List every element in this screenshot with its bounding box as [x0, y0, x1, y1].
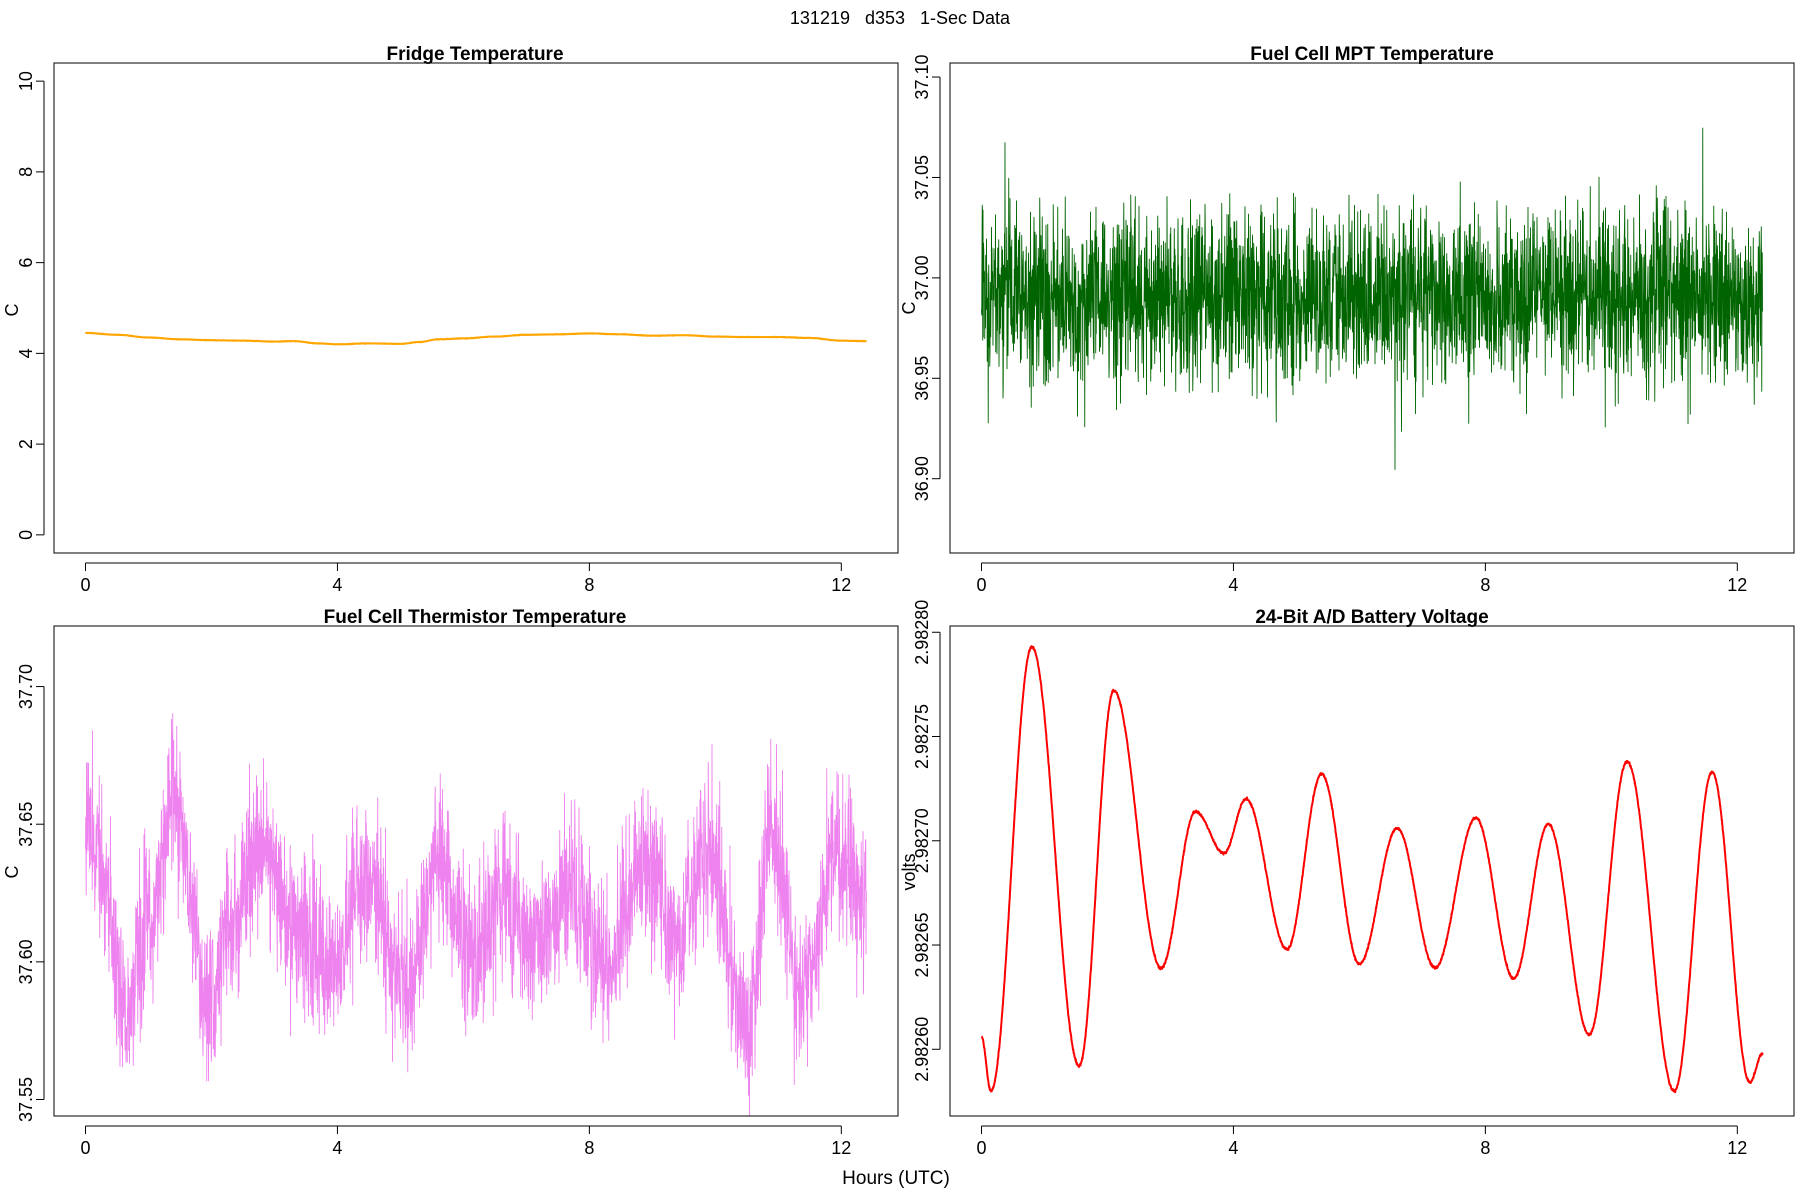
y-tick-label: 10: [16, 71, 36, 91]
y-tick-label: 2.98275: [912, 704, 932, 769]
x-tick-label: 0: [976, 1138, 986, 1158]
x-tick-label: 0: [976, 575, 986, 595]
y-tick-label: 37.55: [16, 1077, 36, 1122]
y-tick-label: 4: [16, 348, 36, 358]
series-line: [980, 645, 1764, 1094]
y-tick-label: 2.98280: [912, 600, 932, 665]
y-axis: 2.98260 2.98265 2.98270 2.98275 2.98280: [912, 600, 941, 1082]
x-axis: 0 4 8 12: [80, 1125, 851, 1158]
y-tick-label: 2.98260: [912, 1017, 932, 1082]
x-tick-label: 4: [332, 575, 342, 595]
plot-area: [84, 331, 868, 346]
y-axis-label: C: [2, 304, 22, 317]
y-axis-label: C: [2, 866, 22, 879]
x-axis: 0 4 8 12: [976, 562, 1747, 595]
x-tick-label: 12: [831, 1138, 851, 1158]
x-tick-label: 8: [584, 575, 594, 595]
x-tick-label: 12: [831, 575, 851, 595]
series-line: [84, 331, 868, 346]
panel-fuel-cell-mpt-temperature: Fuel Cell MPT Temperature C 0 4 8 1236.9036…: [899, 44, 1795, 595]
series-line: [85, 713, 867, 1116]
y-tick-label: 37.60: [16, 939, 36, 984]
y-axis-label: C: [899, 302, 919, 315]
panel-title: Fridge Temperature: [386, 44, 563, 65]
x-axis: 0 4 8 12: [976, 1125, 1747, 1158]
x-tick-label: 0: [80, 1138, 90, 1158]
y-axis: 36.90 36.95 37.00 37.05 37.10: [912, 55, 941, 501]
panel-title: 24-Bit A/D Battery Voltage: [1255, 607, 1488, 628]
panel-fuel-cell-thermistor-temperature: Fuel Cell Thermistor Temperature C 0 4 8 12…: [2, 607, 899, 1158]
panel-title: Fuel Cell Thermistor Temperature: [324, 607, 627, 628]
figure-x-axis-label: Hours (UTC): [842, 1168, 950, 1189]
y-tick-label: 0: [16, 530, 36, 540]
y-tick-label: 37.10: [912, 55, 932, 100]
figure-suptitle: 131219 d353 1-Sec Data: [790, 8, 1011, 28]
x-tick-label: 4: [332, 1138, 342, 1158]
series-line: [981, 127, 1763, 470]
y-tick-label: 37.05: [912, 155, 932, 200]
x-tick-label: 8: [584, 1138, 594, 1158]
y-tick-label: 37.00: [912, 255, 932, 300]
x-tick-label: 8: [1480, 1138, 1490, 1158]
y-tick-label: 37.65: [16, 802, 36, 847]
y-tick-label: 2: [16, 439, 36, 449]
plot-area: [85, 713, 867, 1116]
plot-frame: [53, 62, 899, 554]
y-tick-label: 2.98270: [912, 808, 932, 873]
plot-area: [980, 645, 1764, 1094]
panel-battery-voltage: 24-Bit A/D Battery Voltage volts 0 4 8 12 2.…: [899, 600, 1795, 1158]
y-tick-label: 6: [16, 258, 36, 268]
y-tick-label: 36.95: [912, 356, 932, 401]
y-tick-label: 2.98265: [912, 912, 932, 977]
plot-frame: [949, 62, 1795, 554]
x-tick-label: 12: [1727, 1138, 1747, 1158]
x-tick-label: 4: [1228, 575, 1238, 595]
x-tick-label: 12: [1727, 575, 1747, 595]
plot-area: [981, 127, 1763, 470]
y-axis: 0 2 4 6 8 10: [16, 71, 45, 540]
x-tick-label: 4: [1228, 1138, 1238, 1158]
y-axis: 37.55 37.60 37.65 37.70: [16, 664, 45, 1122]
y-tick-label: 36.90: [912, 456, 932, 501]
plot-frame: [53, 625, 899, 1117]
x-tick-label: 8: [1480, 575, 1490, 595]
panel-fridge-temperature: Fridge Temperature C 0 4 8 12 0 2 4 6 8 10: [2, 44, 899, 595]
panel-title: Fuel Cell MPT Temperature: [1250, 44, 1494, 65]
y-tick-label: 8: [16, 167, 36, 177]
x-tick-label: 0: [80, 575, 90, 595]
x-axis: 0 4 8 12: [80, 562, 851, 595]
plot-frame: [949, 625, 1795, 1117]
y-axis-label: volts: [899, 853, 919, 890]
y-tick-label: 37.70: [16, 664, 36, 709]
